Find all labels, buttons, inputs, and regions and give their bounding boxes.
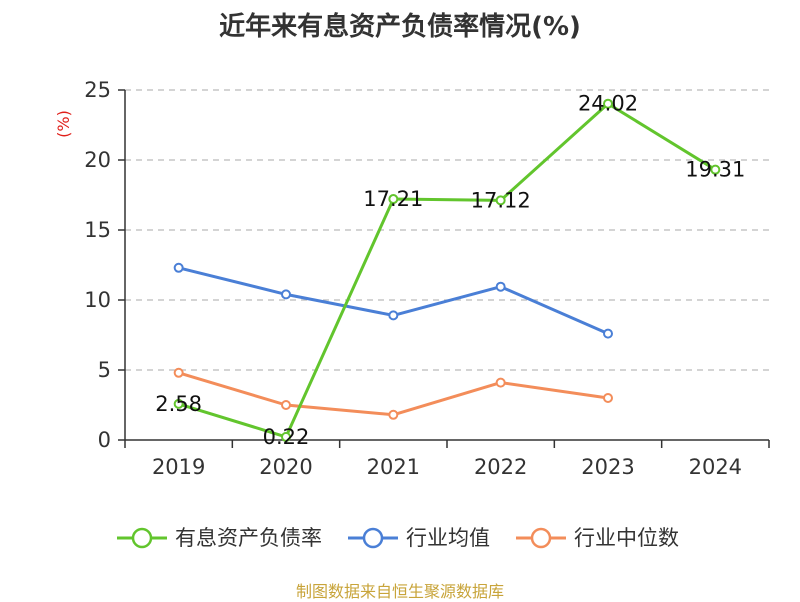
legend-item-0[interactable]: 有息资产负债率 xyxy=(117,526,322,550)
data-point xyxy=(281,289,291,300)
data-label: 17.21 xyxy=(363,187,423,211)
series-line xyxy=(178,371,609,417)
y-tick-label: 20 xyxy=(84,148,111,172)
data-label: 0.22 xyxy=(263,425,310,449)
data-point xyxy=(388,194,399,205)
data-labels: 2.58 0.22 17.21 17.12 24.02 19.31 xyxy=(155,92,745,449)
data-label: 2.58 xyxy=(155,392,202,416)
data-point xyxy=(281,400,291,410)
y-axis-unit-label: (%) xyxy=(54,110,73,138)
x-tick-label: 2022 xyxy=(474,455,527,479)
y-tick-label: 25 xyxy=(84,78,111,102)
data-label: 17.12 xyxy=(471,188,531,212)
data-point xyxy=(495,377,506,388)
series-0 xyxy=(173,98,721,442)
legend[interactable]: 有息资产负债率 行业均值 行业中位数 xyxy=(117,526,679,550)
legend-item-2[interactable]: 行业中位数 xyxy=(516,526,679,550)
legend-marker xyxy=(530,527,552,549)
data-label: 24.02 xyxy=(578,92,638,116)
legend-marker xyxy=(362,527,384,549)
data-point xyxy=(603,98,613,109)
series-line xyxy=(178,102,717,439)
data-point xyxy=(173,398,184,409)
axes: 0 5 10 15 20 25 2019 2020 2021 2022 2023 2024 xyxy=(84,78,770,479)
data-point xyxy=(388,409,399,420)
series-lines xyxy=(173,98,721,442)
legend-label: 行业中位数 xyxy=(574,526,679,550)
legend-marker xyxy=(131,527,153,549)
data-point xyxy=(281,431,291,442)
x-tick-label: 2023 xyxy=(581,455,634,479)
series-2 xyxy=(173,367,613,420)
x-tick-label: 2020 xyxy=(259,455,312,479)
x-tick-label: 2021 xyxy=(367,455,420,479)
legend-label: 有息资产负债率 xyxy=(175,526,322,550)
data-point xyxy=(173,262,184,273)
data-point xyxy=(603,328,613,339)
data-point xyxy=(173,367,184,378)
x-tick-label: 2019 xyxy=(152,455,205,479)
series-1 xyxy=(173,262,613,339)
y-tick-label: 0 xyxy=(98,428,111,452)
data-point xyxy=(603,393,613,403)
data-point xyxy=(710,164,721,175)
source-note: 制图数据来自恒生聚源数据库 xyxy=(295,582,504,601)
y-tick-label: 15 xyxy=(84,218,111,242)
data-point xyxy=(388,310,399,321)
chart-title: 近年来有息资产负债率情况(%) xyxy=(219,12,581,42)
x-tick-label: 2024 xyxy=(689,455,742,479)
y-tick-label: 5 xyxy=(98,358,111,382)
legend-item-1[interactable]: 行业均值 xyxy=(348,526,490,550)
data-point xyxy=(495,281,506,292)
data-point xyxy=(495,195,506,206)
legend-label: 行业均值 xyxy=(406,526,490,550)
y-tick-label: 10 xyxy=(84,288,111,312)
grid-lines xyxy=(125,89,769,371)
data-label: 19.31 xyxy=(685,158,745,182)
series-line xyxy=(178,266,609,335)
